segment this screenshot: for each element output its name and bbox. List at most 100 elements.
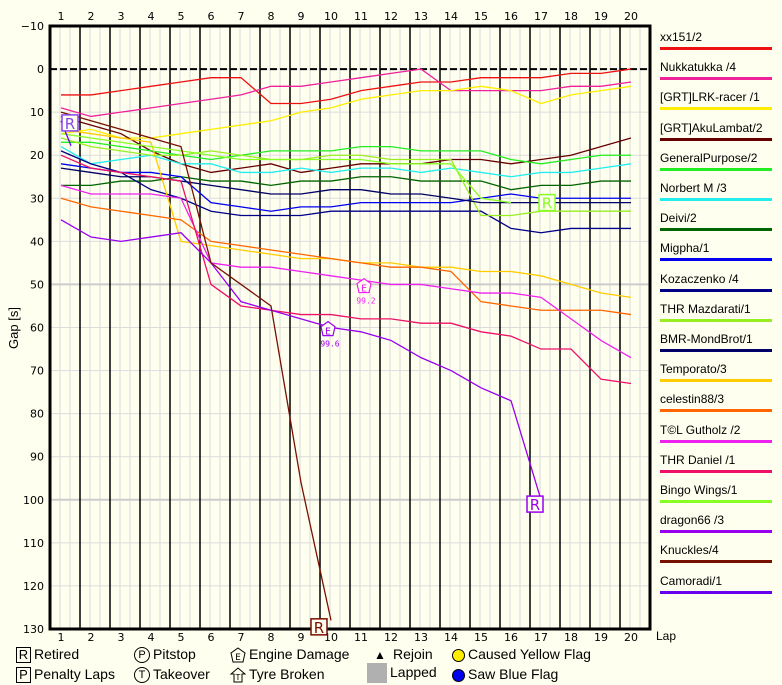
series-line bbox=[60, 133, 512, 204]
retired-marker-icon bbox=[61, 114, 79, 132]
legend-swatch bbox=[660, 258, 772, 262]
svg-text:15: 15 bbox=[474, 631, 488, 644]
svg-text:R: R bbox=[530, 496, 540, 514]
svg-text:11: 11 bbox=[354, 10, 368, 23]
legend-label: Bingo Wings/1 bbox=[660, 483, 738, 497]
legend-item: Norbert M /3 bbox=[660, 181, 772, 201]
svg-text:14: 14 bbox=[444, 631, 458, 644]
legend-label: dragon66 /3 bbox=[660, 513, 725, 528]
key-penalty: P Penalty Laps bbox=[16, 665, 115, 684]
legend-label: Migpha/1 bbox=[660, 241, 710, 256]
pitstop-icon: P bbox=[134, 647, 150, 664]
legend-swatch bbox=[660, 590, 772, 594]
legend-swatch bbox=[660, 137, 772, 141]
legend-label: Camoradi/1 bbox=[660, 573, 723, 588]
legend-label: [GRT]AkuLambat/2 bbox=[660, 120, 763, 135]
legend-swatch bbox=[660, 107, 772, 111]
svg-text:14: 14 bbox=[444, 10, 458, 23]
series-line bbox=[60, 197, 632, 316]
key-lapped-label: Lapped bbox=[390, 664, 437, 680]
svg-text:3: 3 bbox=[118, 10, 125, 23]
legend-swatch bbox=[660, 469, 772, 473]
key-engine-label: Engine Damage bbox=[249, 646, 350, 662]
svg-text:E: E bbox=[325, 327, 331, 338]
yellow-flag-icon bbox=[452, 648, 465, 662]
legend-item: Temporato/3 bbox=[660, 362, 772, 383]
key-takeover-label: Takeover bbox=[153, 666, 210, 682]
series-line bbox=[60, 111, 332, 621]
legend-item: celestin88/3 bbox=[660, 392, 772, 413]
legend-swatch bbox=[660, 409, 772, 413]
svg-text:90: 90 bbox=[30, 451, 44, 464]
svg-text:3: 3 bbox=[118, 631, 125, 644]
key-pitstop-label: Pitstop bbox=[153, 646, 196, 662]
svg-text:70: 70 bbox=[30, 365, 44, 378]
legend-label: GeneralPurpose/2 bbox=[660, 150, 758, 165]
svg-text:Gap [s]: Gap [s] bbox=[6, 307, 21, 349]
svg-text:15: 15 bbox=[474, 10, 488, 23]
lapped-swatch bbox=[367, 663, 387, 684]
key-penalty-label: Penalty Laps bbox=[34, 666, 115, 682]
legend-label: Temporato/3 bbox=[660, 362, 727, 377]
key-yellow-flag: Caused Yellow Flag bbox=[452, 645, 591, 663]
legend-label: celestin88/3 bbox=[660, 392, 725, 407]
key-blue-label: Saw Blue Flag bbox=[468, 666, 559, 682]
retired-icon: R bbox=[16, 647, 31, 664]
svg-text:130: 130 bbox=[23, 623, 44, 636]
svg-text:12: 12 bbox=[384, 10, 398, 23]
legend-swatch bbox=[660, 198, 772, 201]
rejoin-icon: ▲ bbox=[374, 648, 386, 663]
series-line bbox=[60, 154, 632, 385]
key-tyre: T Tyre Broken bbox=[230, 665, 324, 683]
legend-swatch bbox=[660, 379, 772, 383]
legend-label: xx151/2 bbox=[660, 30, 703, 44]
engine-damage-marker-icon bbox=[320, 320, 336, 337]
svg-text:7: 7 bbox=[238, 631, 245, 644]
series-line bbox=[60, 219, 542, 500]
legend-item: Deivi/2 bbox=[660, 211, 772, 232]
legend-label: THR Mazdarati/1 bbox=[660, 301, 751, 316]
legend-swatch bbox=[660, 77, 772, 81]
legend-item: GeneralPurpose/2 bbox=[660, 151, 772, 171]
svg-text:8: 8 bbox=[268, 10, 275, 23]
key-retired-label: Retired bbox=[34, 646, 80, 662]
svg-text:8: 8 bbox=[268, 631, 275, 644]
series-line bbox=[60, 163, 631, 212]
legend-item: dragon66 /3 bbox=[660, 513, 772, 534]
legend-item: BMR-MondBrot/1 bbox=[660, 332, 772, 352]
engine-damage-marker-icon bbox=[356, 277, 372, 294]
legend-item: xx151/2 bbox=[660, 30, 772, 50]
svg-text:10: 10 bbox=[30, 106, 44, 119]
svg-text:7: 7 bbox=[238, 10, 245, 23]
tyre-broken-icon: T bbox=[230, 667, 246, 683]
svg-text:2: 2 bbox=[88, 631, 95, 644]
legend-item: Knuckles/4 bbox=[660, 543, 772, 564]
series-line bbox=[60, 68, 632, 118]
series-line bbox=[61, 68, 632, 105]
svg-text:13: 13 bbox=[414, 10, 428, 23]
svg-text:R: R bbox=[65, 115, 75, 133]
legend-label: Norbert M /3 bbox=[660, 181, 727, 195]
svg-text:13: 13 bbox=[414, 631, 428, 644]
legend-item: T©L Gutholz /2 bbox=[660, 423, 772, 443]
key-tyre-label: Tyre Broken bbox=[249, 666, 325, 682]
legend-label: Deivi/2 bbox=[660, 211, 697, 226]
legend-swatch bbox=[660, 167, 772, 171]
legend-item: Nukkatukka /4 bbox=[660, 60, 772, 81]
key-retired: R Retired bbox=[16, 645, 80, 664]
series-line bbox=[60, 137, 631, 217]
svg-text:18: 18 bbox=[564, 631, 578, 644]
legend-label: Knuckles/4 bbox=[660, 543, 719, 558]
series-line bbox=[60, 115, 632, 174]
key-pitstop: P Pitstop bbox=[134, 645, 196, 664]
svg-text:20: 20 bbox=[30, 149, 44, 162]
retired-marker-icon bbox=[538, 193, 556, 212]
key-yellow-label: Caused Yellow Flag bbox=[468, 646, 591, 662]
svg-text:12: 12 bbox=[384, 631, 398, 644]
svg-text:17: 17 bbox=[534, 10, 548, 23]
engine-damage-icon: E bbox=[230, 647, 246, 663]
svg-text:99.2: 99.2 bbox=[356, 297, 375, 306]
key-lapped: Lapped bbox=[367, 663, 437, 684]
legend-swatch bbox=[660, 318, 772, 322]
